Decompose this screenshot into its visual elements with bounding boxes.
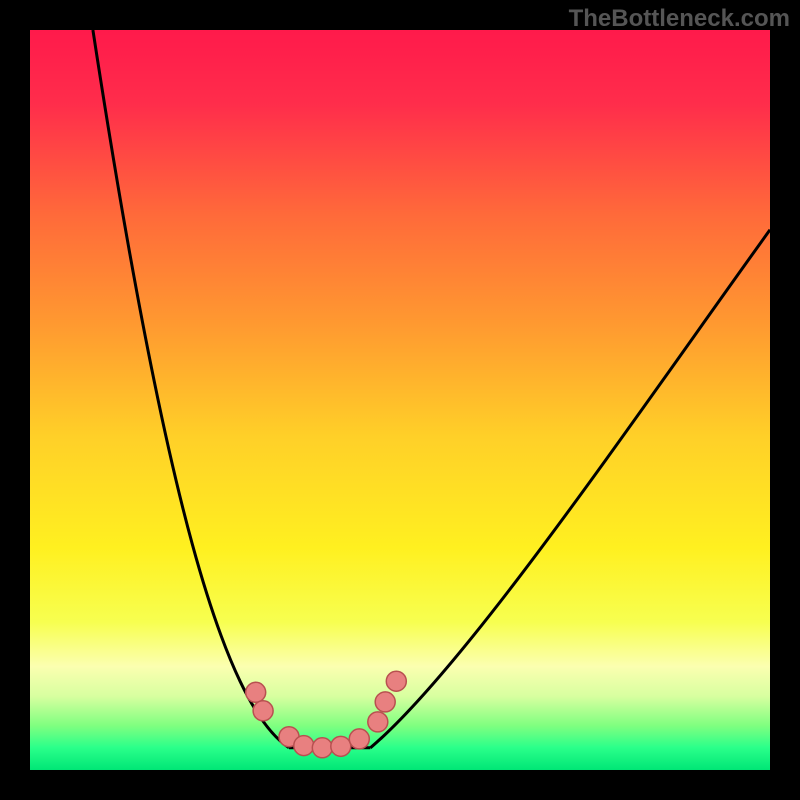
chart-svg	[0, 0, 800, 800]
data-dot	[375, 692, 395, 712]
data-dot	[294, 736, 314, 756]
data-dot	[386, 671, 406, 691]
data-dot	[312, 738, 332, 758]
chart-container: TheBottleneck.com	[0, 0, 800, 800]
data-dot	[349, 729, 369, 749]
data-dot	[331, 736, 351, 756]
data-dot	[253, 701, 273, 721]
data-dot	[246, 682, 266, 702]
plot-background	[30, 30, 770, 770]
data-dot	[368, 712, 388, 732]
watermark-text: TheBottleneck.com	[569, 5, 790, 33]
